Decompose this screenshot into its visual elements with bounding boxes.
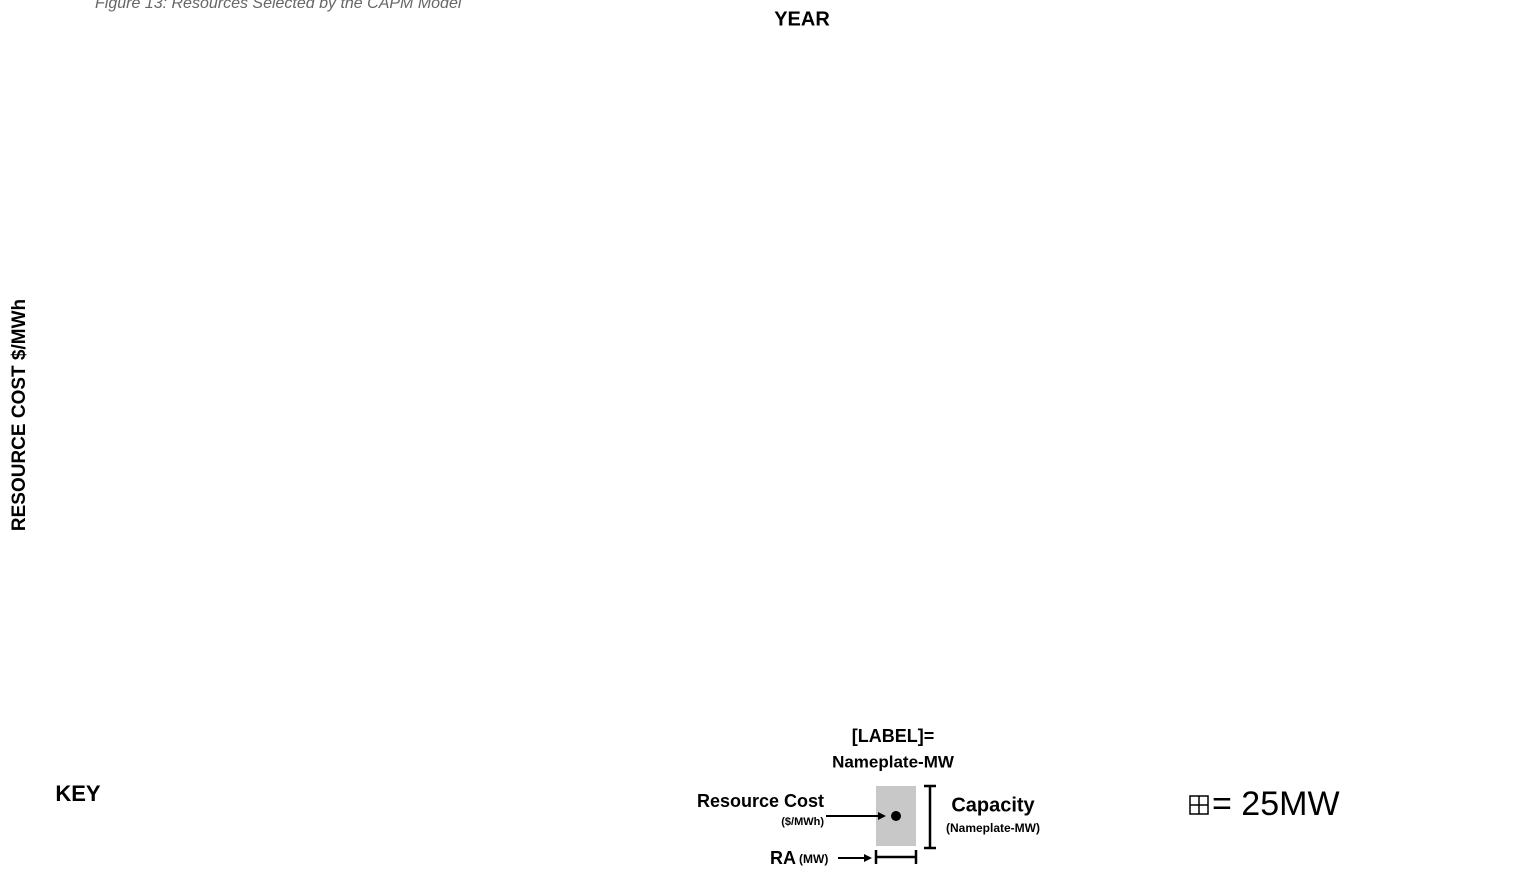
figure-title: Figure 13: Resources Selected by the CAP… xyxy=(95,0,462,12)
ra-bracket xyxy=(874,850,918,864)
explainer-text: ($/MWh) xyxy=(781,816,824,828)
key-title: KEY xyxy=(55,781,101,806)
explainer-label: Nameplate-MW xyxy=(832,752,955,771)
explainer-label: [LABEL]= xyxy=(852,726,935,746)
explainer-text: (MW) xyxy=(799,852,828,866)
cell-unit: = 25MW xyxy=(1212,785,1340,823)
explainer-text: RA xyxy=(770,848,796,868)
capacity-bracket xyxy=(924,784,936,850)
explainer-text: (Nameplate-MW) xyxy=(946,821,1040,835)
arrow-head xyxy=(864,854,872,862)
y-axis-title: RESOURCE COST $/MWh xyxy=(9,299,30,531)
explainer-text: Resource Cost xyxy=(697,791,824,811)
cell-icon xyxy=(1190,796,1208,814)
x-axis-title: YEAR xyxy=(774,8,830,30)
explainer-dot xyxy=(891,811,901,821)
arrow-head xyxy=(878,812,886,820)
explainer-text: Capacity xyxy=(951,794,1035,816)
